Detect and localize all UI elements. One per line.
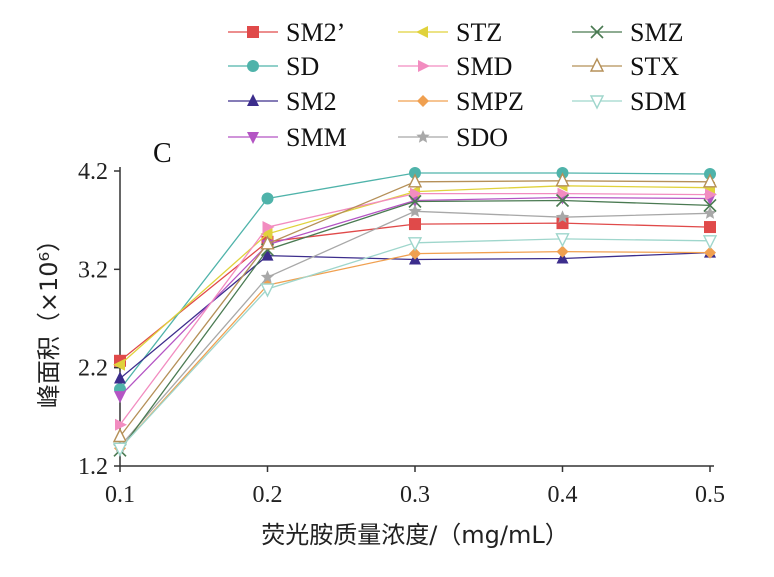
legend-item: SD	[228, 52, 319, 81]
data-point	[705, 188, 717, 201]
data-point	[555, 172, 570, 187]
panel-label: C	[153, 138, 172, 169]
data-point	[703, 206, 717, 219]
legend-label: STZ	[456, 18, 502, 47]
x-axis-title: 荧光胺质量浓度/（mg/mL）	[261, 521, 569, 549]
series-line	[119, 251, 711, 379]
legend-marker	[589, 95, 605, 110]
legend-label: SMPZ	[456, 87, 524, 116]
x-tick-label: 0.2	[253, 482, 283, 508]
data-point	[114, 391, 126, 404]
legend-label: SM2	[286, 87, 337, 116]
legend-label: SMD	[456, 52, 512, 81]
legend-label: SMZ	[630, 18, 683, 47]
y-tick-label: 1.2	[78, 454, 108, 480]
data-point	[702, 235, 718, 250]
series-layer	[112, 166, 718, 457]
data-point	[555, 193, 570, 208]
data-point	[115, 418, 127, 431]
legend-marker	[247, 26, 259, 38]
data-point	[261, 192, 274, 205]
data-point	[702, 173, 718, 188]
legend-item: SMD	[398, 52, 512, 81]
legend-item: SDM	[572, 87, 686, 116]
x-tick-label: 0.4	[548, 482, 578, 508]
legend-marker	[417, 95, 429, 107]
y-tick-label: 2.2	[78, 356, 108, 382]
legend-label: SDM	[630, 87, 686, 116]
data-point	[408, 204, 422, 217]
data-point	[112, 427, 128, 443]
data-point	[260, 235, 275, 250]
legend-item: SM2’	[228, 18, 345, 47]
legend-marker	[247, 60, 259, 72]
data-point	[260, 270, 275, 283]
data-point	[260, 227, 273, 240]
data-point	[262, 221, 275, 234]
data-point	[114, 371, 126, 384]
data-point	[409, 166, 421, 179]
data-point	[407, 173, 423, 188]
series-sdo	[113, 204, 717, 452]
legend-item: SMM	[228, 123, 347, 152]
legend-label: STX	[630, 52, 679, 81]
data-point	[113, 358, 125, 371]
series-sdm	[112, 233, 718, 457]
series-line	[119, 238, 711, 449]
data-point	[555, 233, 570, 248]
legend-item: STX	[572, 52, 679, 81]
legend-label: SMM	[286, 123, 347, 152]
series-smd	[115, 187, 717, 431]
series-line	[119, 250, 711, 449]
legend-marker	[247, 132, 259, 144]
legend-label: SDO	[456, 123, 508, 152]
data-point	[410, 187, 422, 200]
legend-marker	[416, 130, 430, 143]
data-point	[557, 187, 570, 200]
legend-item: SMPZ	[398, 87, 524, 116]
x-tick-label: 0.3	[400, 482, 430, 508]
legend-item: SDO	[398, 123, 508, 152]
legend-label: SM2’	[286, 18, 345, 47]
legend-label: SD	[286, 52, 319, 81]
legend-item: SM2	[228, 87, 337, 116]
data-point	[556, 245, 569, 258]
series-sm2	[114, 245, 716, 384]
x-tick-label: 0.5	[695, 482, 725, 508]
legend-marker	[590, 25, 604, 39]
legend-marker	[418, 60, 430, 72]
legend: SM2’ SD SM2 SMM STZ SMD SMPZ SDO SMZ STX SDM	[228, 18, 686, 152]
data-point	[555, 210, 570, 223]
axes: 0.1 0.2 0.3 0.4 0.5 1.2 2.2 3.2 4.2	[78, 159, 725, 508]
series-stx	[112, 172, 718, 443]
y-tick-label: 4.2	[78, 159, 108, 185]
data-point	[112, 442, 128, 457]
y-axis-title: 峰面积（×10⁶）	[35, 228, 63, 408]
legend-marker	[589, 57, 605, 72]
legend-marker	[416, 26, 428, 38]
data-point	[703, 198, 717, 212]
x-tick-label: 0.1	[105, 482, 135, 508]
y-tick-label: 3.2	[78, 257, 108, 283]
data-point	[408, 194, 422, 209]
data-point	[704, 221, 716, 234]
data-point	[409, 247, 421, 260]
data-point	[260, 283, 275, 298]
legend-item: SMZ	[572, 18, 683, 47]
data-point	[261, 248, 274, 261]
data-point	[407, 237, 423, 252]
legend-marker	[247, 94, 259, 106]
data-point	[409, 218, 421, 231]
legend-item: STZ	[398, 18, 502, 47]
data-point	[704, 246, 716, 259]
